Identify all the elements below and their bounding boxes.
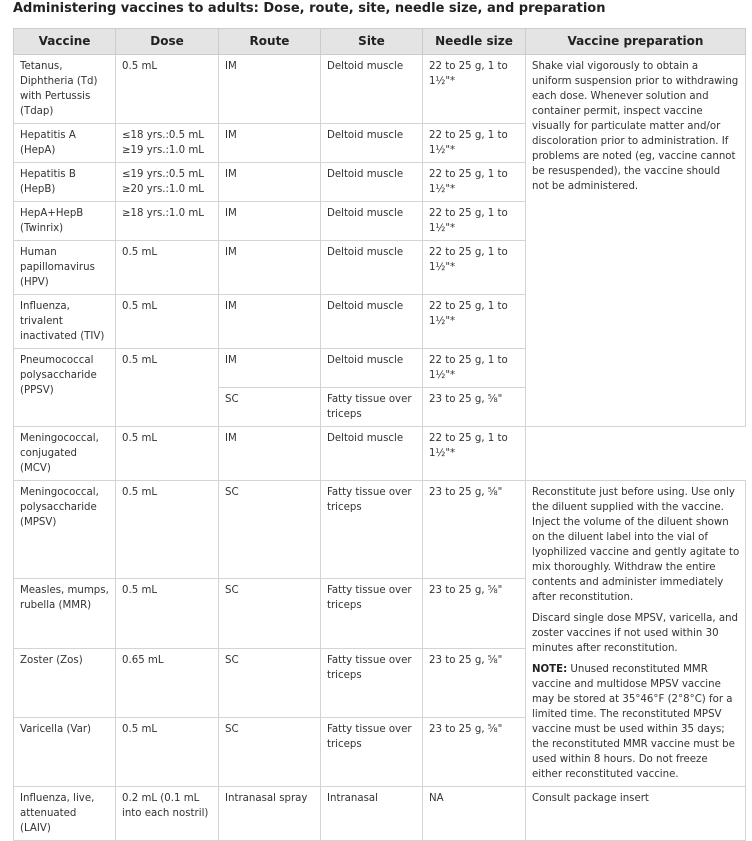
table-row: Meningococcal, polysaccharide (MPSV) 0.5 … [13, 480, 746, 787]
vaccine-name: Tetanus, Diphtheria (Td) with Pertussis … [13, 54, 116, 124]
table-row: Hepatitis A (HepA) ≤18 yrs.:0.5 mL ≥19 yr… [13, 123, 746, 163]
dose: 0.2 mL (0.1 mL into each nostril) [115, 786, 219, 841]
header-vaccine-preparation: Vaccine preparation [525, 28, 746, 55]
header-site: Site [320, 28, 423, 55]
needle-size: 22 to 25 g, 1 to 1½"* [422, 162, 526, 202]
route: IM [218, 348, 321, 388]
dose: ≤18 yrs.:0.5 mL ≥19 yrs.:1.0 mL [115, 123, 219, 163]
dose: 0.5 mL [115, 577, 219, 649]
site: Intranasal [320, 786, 423, 841]
table-row: Hepatitis B (HepB) ≤19 yrs.:0.5 mL ≥20 yr… [13, 162, 746, 202]
dose: ≥18 yrs.:1.0 mL [115, 201, 219, 241]
route: IM [218, 201, 321, 241]
site: Fatty tissue over triceps [320, 717, 423, 787]
site: Deltoid muscle [320, 348, 423, 388]
site: Fatty tissue over triceps [320, 387, 423, 427]
vaccine-name: Zoster (Zos) [13, 647, 116, 719]
needle-size: 22 to 25 g, 1 to 1½"* [422, 201, 526, 241]
route: IM [218, 123, 321, 163]
dose: 0.5 mL [115, 54, 219, 124]
needle-size: 23 to 25 g, ⅝" [422, 387, 526, 427]
vaccine-preparation-cell: Consult package insert [525, 786, 746, 841]
vaccine-name: Hepatitis A (HepA) [13, 123, 116, 163]
table-row: HepA+HepB (Twinrix) ≥18 yrs.:1.0 mL IM Delt… [13, 201, 746, 241]
vaccine-preparation-cell: Reconstitute just before using. Use only… [525, 480, 746, 787]
site: Fatty tissue over triceps [320, 647, 423, 719]
table-row: Meningococcal, conjugated (MCV) 0.5 mL IM D… [13, 426, 746, 481]
route: IM [218, 426, 321, 481]
route: SC [218, 717, 321, 787]
preparation-text-laiv: Consult package insert [532, 793, 649, 804]
header-row: Vaccine Dose Route Site Needle size Vacc… [13, 28, 746, 55]
preparation-text-reconstitute: Reconstitute just before using. Use only… [532, 487, 740, 603]
route: SC [218, 647, 321, 719]
header-route: Route [218, 28, 321, 55]
vaccine-name: Human papillomavirus (HPV) [13, 240, 116, 295]
table-row: Zoster (Zos) 0.65 mL SC Fatty tissue over t… [13, 647, 746, 719]
vaccine-name: HepA+HepB (Twinrix) [13, 201, 116, 241]
route: IM [218, 240, 321, 295]
header-dose: Dose [115, 28, 219, 55]
site: Deltoid muscle [320, 426, 423, 481]
dose: 0.5 mL [115, 348, 219, 427]
site: Deltoid muscle [320, 54, 423, 124]
dose: 0.65 mL [115, 647, 219, 719]
preparation-text-inactivated: Shake vial vigorously to obtain a unifor… [532, 61, 739, 192]
needle-size: 23 to 25 g, ⅝" [422, 647, 526, 719]
needle-size: 23 to 25 g, ⅝" [422, 577, 526, 649]
route: IM [218, 162, 321, 202]
site: Fatty tissue over triceps [320, 480, 423, 579]
site: Deltoid muscle [320, 294, 423, 349]
route: IM [218, 54, 321, 124]
preparation-text-discard: Discard single dose MPSV, varicella, and… [532, 613, 739, 654]
table-row: Pneumococcal polysaccharide (PPSV) 0.5 mL… [13, 348, 746, 427]
vaccine-name: Pneumococcal polysaccharide (PPSV) [13, 348, 116, 427]
needle-size: 22 to 25 g, 1 to 1½"* [422, 426, 526, 481]
route: Intranasal spray [218, 786, 321, 841]
vaccine-name: Influenza, live, attenuated (LAIV) [13, 786, 116, 841]
needle-size: 22 to 25 g, 1 to 1½"* [422, 294, 526, 349]
table-row: Measles, mumps, rubella (MMR) 0.5 mL SC Fat… [13, 577, 746, 649]
vaccine-table: Vaccine Dose Route Site Needle size Vacc… [13, 28, 746, 841]
site: Fatty tissue over triceps [320, 577, 423, 649]
vaccine-name: Meningococcal, polysaccharide (MPSV) [13, 480, 116, 579]
dose: 0.5 mL [115, 426, 219, 481]
site: Deltoid muscle [320, 123, 423, 163]
needle-size: 22 to 25 g, 1 to 1½"* [422, 240, 526, 295]
site: Deltoid muscle [320, 201, 423, 241]
vaccine-name: Hepatitis B (HepB) [13, 162, 116, 202]
table-row: Tetanus, Diphtheria (Td) with Pertussis … [13, 54, 746, 427]
note-label: NOTE: [532, 664, 568, 675]
header-needle-size: Needle size [422, 28, 526, 55]
vaccine-name: Varicella (Var) [13, 717, 116, 787]
needle-size: 22 to 25 g, 1 to 1½"* [422, 54, 526, 124]
vaccine-preparation-cell: Shake vial vigorously to obtain a unifor… [525, 54, 746, 427]
site: Deltoid muscle [320, 162, 423, 202]
route: SC [218, 577, 321, 649]
note-text: Unused reconstituted MMR vaccine and mul… [532, 664, 735, 780]
preparation-note: NOTE: Unused reconstituted MMR vaccine a… [532, 662, 740, 782]
vaccine-name: Meningococcal, conjugated (MCV) [13, 426, 116, 481]
needle-size: 22 to 25 g, 1 to 1½"* [422, 348, 526, 388]
needle-size: 22 to 25 g, 1 to 1½"* [422, 123, 526, 163]
dose: 0.5 mL [115, 480, 219, 579]
site: Deltoid muscle [320, 240, 423, 295]
dose: 0.5 mL [115, 240, 219, 295]
header-vaccine: Vaccine [13, 28, 116, 55]
needle-size: NA [422, 786, 526, 841]
needle-size: 23 to 25 g, ⅝" [422, 717, 526, 787]
route: IM [218, 294, 321, 349]
dose: 0.5 mL [115, 294, 219, 349]
dose: 0.5 mL [115, 717, 219, 787]
table-row: Influenza, live, attenuated (LAIV) 0.2 mL… [13, 786, 746, 841]
dose: ≤19 yrs.:0.5 mL ≥20 yrs.:1.0 mL [115, 162, 219, 202]
table-subrow: SC Fatty tissue over triceps 23 to 25 g, ⅝… [14, 387, 746, 427]
route: SC [218, 480, 321, 579]
vaccine-name: Influenza, trivalent inactivated (TIV) [13, 294, 116, 349]
route: SC [218, 387, 321, 427]
needle-size: 23 to 25 g, ⅝" [422, 480, 526, 579]
vaccine-name: Measles, mumps, rubella (MMR) [13, 577, 116, 649]
page-title: Administering vaccines to adults: Dose, … [13, 1, 606, 16]
